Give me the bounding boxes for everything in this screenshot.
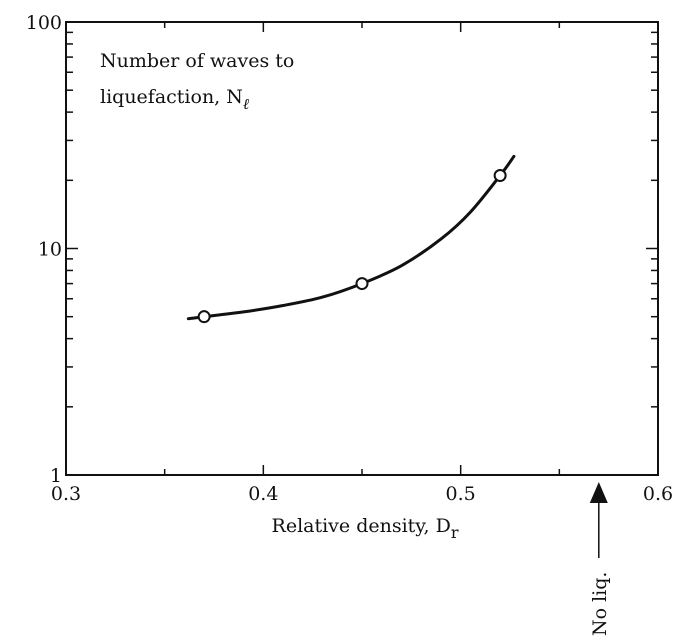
tick-labels-layer: 0.3 0.4 0.5 0.6 1 10 100 [26,12,673,505]
y-tick-label: 100 [26,12,62,34]
data-point [197,310,211,324]
data-points-layer [197,169,507,324]
x-tick-label: 0.4 [248,483,278,505]
x-tick-label: 0.3 [51,483,81,505]
data-point [355,277,369,291]
x-axis-label-subscript: r [451,523,459,542]
ticks-layer [65,21,659,476]
annotation-line-2-text: liquefaction, N [100,86,243,108]
annotation-line-1: Number of waves to [100,50,294,72]
no-liquefaction-marker: No liq. [589,482,611,636]
annotation-subscript: ℓ [243,95,249,113]
data-point [493,169,507,183]
series-curve [186,154,516,321]
annotation-line-2: liquefaction, Nℓ [100,86,249,113]
y-tick-label: 1 [50,465,62,487]
marker-arrowhead [589,482,608,503]
x-tick-label: 0.6 [643,483,673,505]
x-tick-label: 0.5 [446,483,476,505]
marker-label: No liq. [589,572,611,636]
y-tick-label: 10 [38,239,62,261]
x-axis-label: Relative density, Dr [272,515,459,542]
x-axis-label-text: Relative density, D [272,515,451,537]
